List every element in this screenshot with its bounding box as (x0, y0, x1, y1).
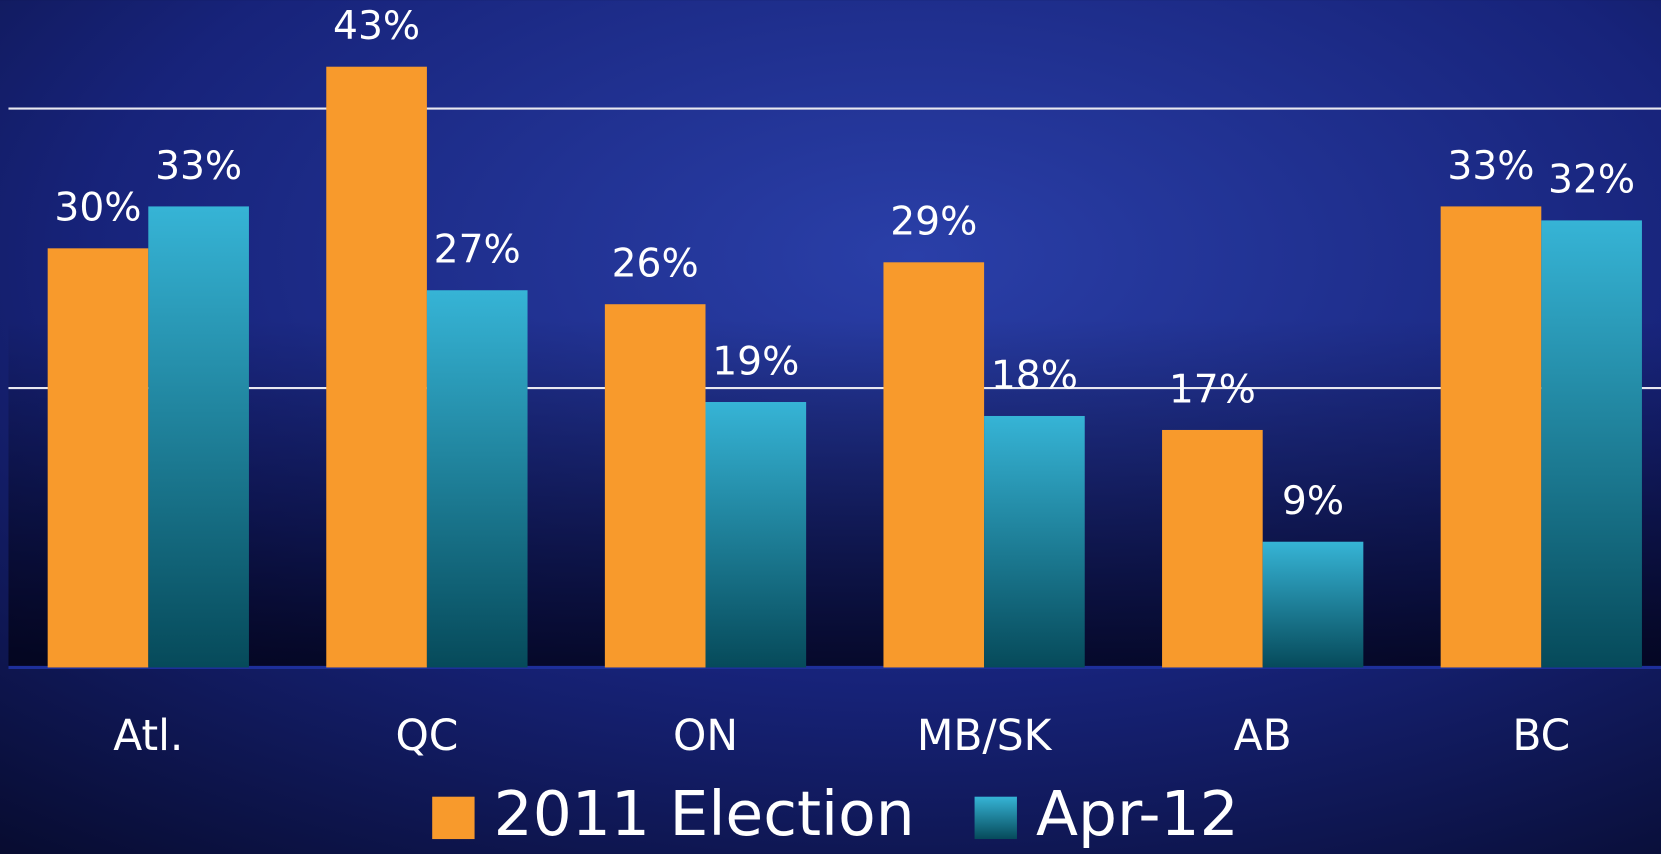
bar (1162, 429, 1263, 668)
data-label: 26% (612, 242, 699, 287)
x-tick-label: MB/SK (917, 711, 1053, 760)
data-label: 19% (712, 339, 799, 384)
bar (148, 206, 249, 668)
data-label: 33% (155, 144, 242, 189)
bar (47, 248, 149, 668)
data-label: 29% (890, 200, 977, 245)
bar (604, 304, 706, 668)
bar (1541, 220, 1642, 668)
data-label: 27% (434, 228, 521, 273)
data-label: 32% (1548, 158, 1635, 203)
bar (984, 415, 1085, 668)
data-label: 9% (1282, 479, 1344, 524)
x-tick-label: ON (673, 711, 738, 760)
data-label: 18% (991, 353, 1078, 398)
x-tick-label: Atl. (113, 711, 183, 760)
bar (1262, 541, 1364, 668)
bar (426, 290, 528, 668)
data-label: 33% (1447, 144, 1534, 189)
x-tick-label: BC (1512, 711, 1570, 760)
x-tick-label: QC (395, 711, 458, 760)
bar (883, 262, 985, 668)
legend-label: Apr-12 (1036, 779, 1239, 850)
x-tick-label: AB (1234, 711, 1292, 760)
plot-shade (8, 317, 1661, 668)
data-label: 17% (1169, 367, 1256, 412)
legend-swatch (974, 796, 1017, 840)
bar (705, 402, 807, 668)
data-label: 43% (333, 4, 420, 49)
legend-swatch (432, 796, 475, 840)
bar (326, 66, 427, 668)
data-label: 30% (54, 186, 141, 231)
legend-label: 2011 Election (494, 779, 915, 850)
bar (1440, 206, 1542, 668)
